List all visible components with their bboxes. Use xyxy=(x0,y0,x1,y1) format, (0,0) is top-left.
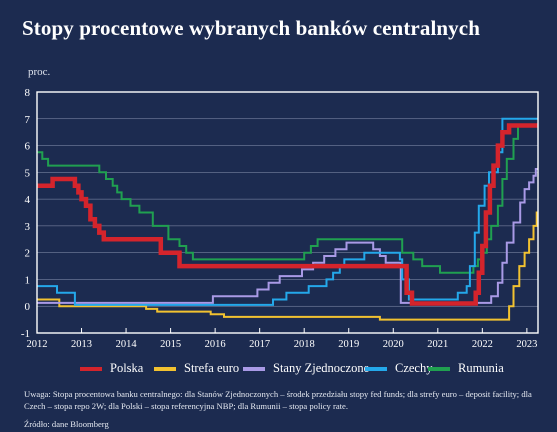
legend-label-rumunia: Rumunia xyxy=(458,361,504,375)
plot-frame xyxy=(36,91,539,334)
chart-title: Stopy procentowe wybranych banków centra… xyxy=(22,16,480,40)
x-tick-label: 2021 xyxy=(427,339,448,350)
y-tick-label: 8 xyxy=(25,87,31,99)
y-tick-label: 3 xyxy=(25,221,31,233)
x-tick-label: 2019 xyxy=(338,339,359,350)
legend-label-stany-zjednoczone: Stany Zjednoczone xyxy=(273,361,370,375)
x-tick-label: 2017 xyxy=(249,339,270,350)
legend-label-czechy: Czechy xyxy=(395,361,433,375)
y-tick-label: 2 xyxy=(25,248,31,260)
x-tick-label: 2016 xyxy=(205,339,226,350)
series-line-czechy xyxy=(37,117,538,306)
x-tick-label: 2020 xyxy=(383,339,404,350)
x-tick-label: 2013 xyxy=(71,339,92,350)
gridlines xyxy=(37,118,538,307)
legend-swatch-polska xyxy=(80,367,102,371)
x-tick-label: 2022 xyxy=(472,339,493,350)
series-lines xyxy=(37,117,538,321)
x-tick-label: 2015 xyxy=(160,339,181,350)
series-line-rumunia xyxy=(37,124,538,274)
y-tick-label: 6 xyxy=(25,141,31,153)
x-tick-label: 2018 xyxy=(294,339,315,350)
legend-label-strefa-euro: Strefa euro xyxy=(184,361,240,375)
x-tick-label: 2023 xyxy=(516,339,537,350)
y-tick-label: 1 xyxy=(25,274,31,286)
chart-legend: Polska Strefa euro Stany Zjednoczone Cze… xyxy=(0,359,557,379)
x-tick-label: 2014 xyxy=(116,339,138,350)
x-tick-label: 2012 xyxy=(27,339,48,350)
y-tick-label: -1 xyxy=(21,328,30,340)
legend-swatch-stany-zjednoczone xyxy=(243,367,265,371)
y-tick-label: 4 xyxy=(25,194,31,206)
series-line-polska xyxy=(37,123,538,306)
legend-swatch-strefa-euro xyxy=(154,367,176,371)
y-tick-label: 5 xyxy=(25,167,31,179)
methodology-note: Uwaga: Stopa procentowa banku centralneg… xyxy=(24,389,532,411)
series-line-stany-zjednoczone xyxy=(37,168,538,304)
y-axis-unit-label: proc. xyxy=(28,66,51,78)
legend-label-polska: Polska xyxy=(110,361,144,375)
y-tick-label: 0 xyxy=(25,301,31,313)
legend-swatch-rumunia xyxy=(428,367,450,371)
y-tick-label: 7 xyxy=(25,114,31,126)
interest-rate-chart: -1 0 1 2 3 4 5 6 7 8 2012 2013 2014 2015 2016 2017 2018 2… xyxy=(21,87,539,350)
series-line-strefa-euro xyxy=(37,211,538,321)
axis-ticks: -1 0 1 2 3 4 5 6 7 8 2012 2013 2014 2015 2016 2017 2018 2… xyxy=(21,87,538,350)
legend-swatch-czechy xyxy=(365,367,387,371)
source-note: Źródło: dane Bloomberg xyxy=(24,419,109,429)
